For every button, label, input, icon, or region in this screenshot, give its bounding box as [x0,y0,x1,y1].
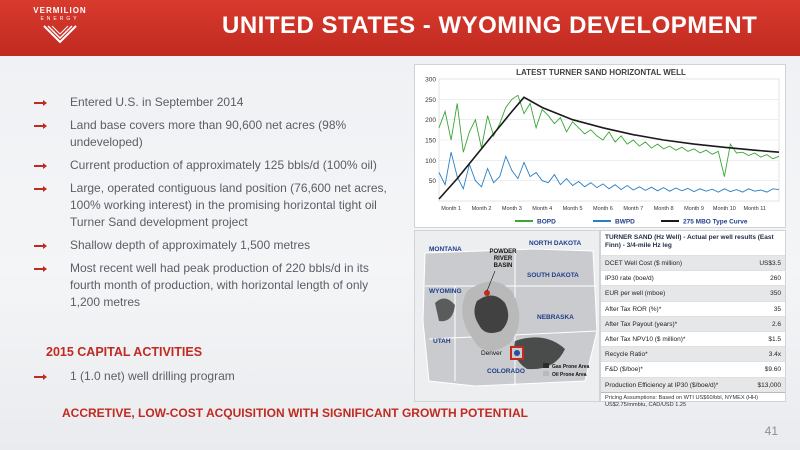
x-tick-label: Month 1 [441,206,461,212]
table-cell-label: Recycle Ratio* [605,351,648,359]
key-message: ACCRETIVE, LOW-COST ACQUISITION WITH SIG… [62,406,528,420]
table-cell-value: 260 [770,275,781,283]
production-chart: LATEST TURNER SAND HORIZONTAL WELL 50 100… [414,64,786,228]
bullet-item: Land base covers more than 90,600 net ac… [34,117,396,151]
x-tick-label: Month 9 [684,206,704,212]
x-tick-label: Month 8 [654,206,674,212]
bullet-item: Current production of approximately 125 … [34,157,396,174]
map-state-label: MONTANA [429,246,462,253]
capital-heading: 2015 CAPITAL ACTIVITIES [46,345,203,359]
chart-title: LATEST TURNER SAND HORIZONTAL WELL [516,68,686,77]
table-row: After Tax NPV10 ($ million)* $1.5 [601,330,785,346]
logo-main-text: VERMILION [33,6,87,15]
city-label: Denver [481,350,503,357]
x-tick-label: Month 2 [472,206,492,212]
logo-sub-text: ENERGY [40,16,80,22]
table-row: IP30 rate (boe/d) 260 [601,270,785,285]
legend-label: BOPD [537,219,556,226]
legend-label: 275 MBO Type Curve [683,219,748,226]
basin-label: BASIN [494,263,513,269]
bullet-item: Shallow depth of approximately 1,500 met… [34,237,396,254]
chart-plot: 50 100 150 200 250 300 Month 1 Month 2 Month 3 Mo… [425,77,780,226]
table-row: DCET Well Cost ($ million) US$3.5 [601,255,785,271]
page-title: UNITED STATES - WYOMING DEVELOPMENT [222,12,758,39]
legend-label: BWPD [615,219,635,226]
table-cell-label: F&D ($/boe)* [605,366,643,374]
x-tick-label: Month 11 [743,206,766,212]
bullet-list: Entered U.S. in September 2014 Land base… [34,94,396,317]
legend-swatch-oil [543,371,549,376]
x-tick-label: Month 3 [502,206,522,212]
table-cell-label: After Tax Payout (years)* [605,320,678,328]
table-cell-value: 350 [770,290,781,298]
series-line-275-mbo-type-curve [438,96,780,200]
y-tick-label: 300 [425,77,436,84]
capital-bullet-list: 1 (1.0 net) well drilling program [34,368,334,391]
x-tick-label: Month 4 [532,206,552,212]
table-cell-value: 35 [773,305,781,313]
table-note: Pricing Assumptions: Based on WTI US$60/… [601,391,785,411]
table-cell-label: After Tax NPV10 ($ million)* [605,335,686,343]
map-state-label: COLORADO [487,368,525,375]
y-tick-label: 150 [425,138,436,145]
table-row: F&D ($/boe)* $9.60 [601,361,785,376]
basin-label: RIVER [494,256,513,262]
map-state-label: SOUTH DAKOTA [527,272,579,279]
well-location-marker [484,290,490,296]
legend-swatch-gas [543,363,549,368]
table-cell-label: EUR per well (mboe) [605,290,666,298]
bullet-item: Entered U.S. in September 2014 [34,94,396,111]
table-cell-value: $13,000 [757,381,782,389]
table-body: DCET Well Cost ($ million) US$3.5 IP30 rat… [601,255,785,392]
bullet-item: Large, operated contiguous land position… [34,180,396,231]
table-cell-label: Production Efficiency at IP30 ($/boe/d)* [605,381,719,389]
us-map: MONTANA NORTH DAKOTA SOUTH DAKOTA WYOMIN… [414,230,600,402]
table-row: After Tax ROR (%)* 35 [601,300,785,316]
table-cell-label: DCET Well Cost ($ million) [605,260,683,267]
table-row: EUR per well (mboe) 350 [601,285,785,301]
header-bar: VERMILION ENERGY UNITED STATES - WYOMING… [0,0,800,56]
map-state-label: UTAH [433,338,451,345]
capital-bullet-item: 1 (1.0 net) well drilling program [34,368,334,385]
map-state-label: NEBRASKA [537,314,574,321]
table-cell-value: $1.5 [768,335,781,343]
x-tick-label: Month 10 [713,206,736,212]
legend-label: Oil Prone Area [552,372,587,378]
x-tick-label: Month 7 [623,206,643,212]
table-cell-value: $9.60 [764,366,781,374]
table-row: Production Efficiency at IP30 ($/boe/d)*… [601,376,785,392]
company-logo: VERMILION ENERGY [20,6,100,50]
map-graphic: MONTANA NORTH DAKOTA SOUTH DAKOTA WYOMIN… [415,231,599,401]
y-tick-label: 200 [425,117,436,124]
table-cell-value: 2.6 [771,320,781,328]
table-heading: TURNER SAND (Hz Well) - Actual per well … [605,234,774,249]
well-economics-table: TURNER SAND (Hz Well) - Actual per well … [600,230,786,408]
map-state-label: WYOMING [429,288,462,295]
x-tick-label: Month 5 [563,206,583,212]
table-cell-label: After Tax ROR (%)* [605,305,662,313]
logo-chevron-icon [43,25,77,44]
table-cell-label: IP30 rate (boe/d) [605,275,654,283]
map-state-label: NORTH DAKOTA [529,240,582,247]
table-row: Recycle Ratio* 3.4x [601,346,785,362]
y-tick-label: 250 [425,97,436,104]
x-tick-label: Month 6 [593,206,613,212]
y-tick-label: 50 [429,178,437,185]
page-number: 41 [764,424,778,438]
series-line-bwpd [438,152,780,193]
legend-label: Gas Prone Area [552,364,590,370]
basin-label: POWDER [490,249,518,255]
table-cell-value: 3.4x [768,351,781,359]
bullet-item: Most recent well had peak production of … [34,260,396,311]
table-cell-value: US$3.5 [759,260,781,267]
table-row: After Tax Payout (years)* 2.6 [601,315,785,331]
y-tick-label: 100 [425,158,436,165]
